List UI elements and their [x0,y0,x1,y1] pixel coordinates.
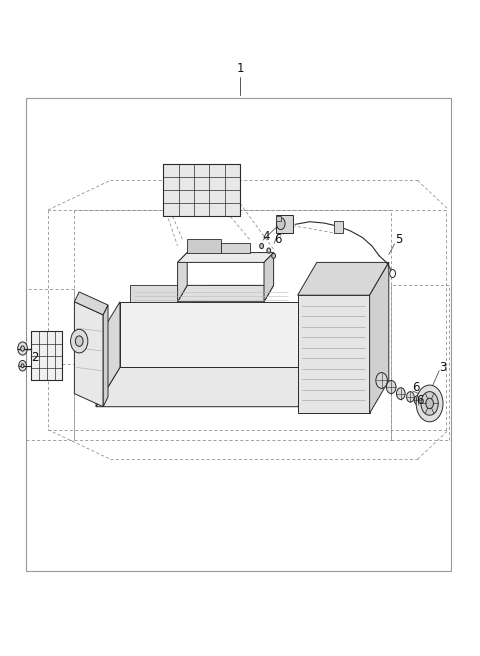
Text: 6: 6 [416,394,424,407]
Polygon shape [130,285,192,302]
Polygon shape [96,302,120,407]
Circle shape [71,329,88,353]
Text: 3: 3 [439,361,446,374]
Circle shape [18,342,27,355]
Circle shape [260,243,264,249]
Text: 5: 5 [395,233,402,246]
Bar [31,331,62,380]
Polygon shape [264,253,274,302]
Text: 4: 4 [263,230,270,243]
Text: 6: 6 [412,380,420,394]
Circle shape [416,385,443,422]
Circle shape [75,336,83,346]
Bar [276,216,281,221]
Circle shape [376,373,387,388]
Circle shape [267,248,271,253]
Bar [276,215,293,233]
Circle shape [426,398,433,409]
Text: 2: 2 [31,351,38,364]
Polygon shape [298,295,370,413]
Circle shape [276,218,285,230]
Circle shape [386,380,396,394]
Circle shape [396,388,405,400]
Polygon shape [120,302,322,367]
Polygon shape [103,305,108,407]
Polygon shape [202,285,264,302]
Circle shape [421,392,438,415]
Polygon shape [178,253,187,302]
Text: 1: 1 [236,62,244,75]
Circle shape [414,396,421,405]
Polygon shape [370,262,389,413]
Circle shape [390,270,396,277]
Polygon shape [298,262,389,295]
Polygon shape [74,302,103,407]
Bar [334,221,343,233]
Bar [26,98,451,571]
Polygon shape [178,285,274,302]
Circle shape [407,392,414,402]
Text: 6: 6 [274,233,281,246]
Circle shape [21,363,24,367]
Polygon shape [187,239,221,253]
Polygon shape [96,367,322,407]
Circle shape [21,346,24,351]
Circle shape [19,360,26,371]
Polygon shape [74,292,108,315]
Circle shape [272,253,276,258]
Polygon shape [178,253,274,262]
Polygon shape [221,243,250,253]
Bar [163,164,240,216]
